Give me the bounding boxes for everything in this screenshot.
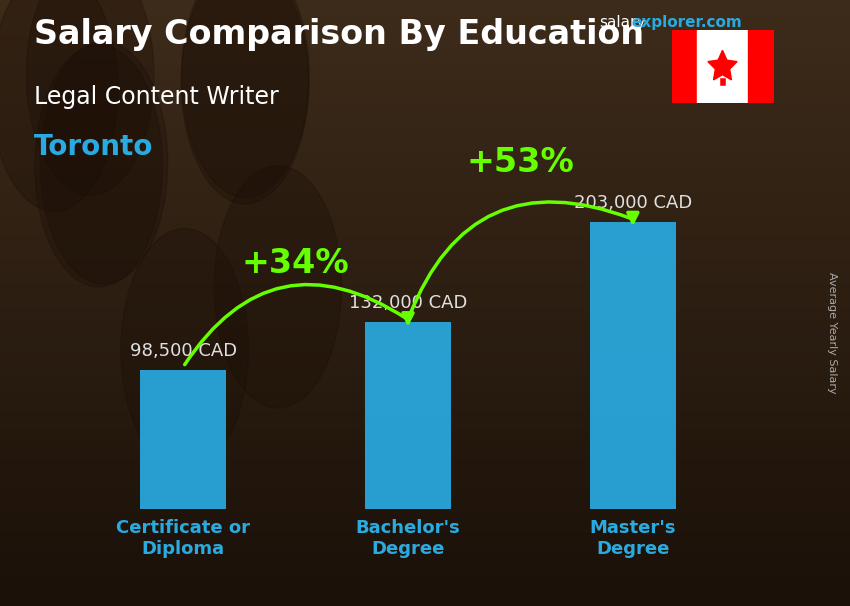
Text: Legal Content Writer: Legal Content Writer [34,85,279,109]
Bar [590,222,676,509]
Bar [366,322,450,509]
Text: Toronto: Toronto [34,133,153,161]
Text: Salary Comparison By Education: Salary Comparison By Education [34,18,644,51]
Text: 132,000 CAD: 132,000 CAD [348,295,468,313]
Text: 203,000 CAD: 203,000 CAD [574,194,692,212]
Bar [697,30,748,103]
Text: explorer.com: explorer.com [632,15,742,30]
Bar [748,30,774,103]
Text: +34%: +34% [241,247,349,279]
Polygon shape [708,50,737,80]
Text: Average Yearly Salary: Average Yearly Salary [827,273,837,394]
Text: +53%: +53% [467,146,575,179]
Bar [672,30,697,103]
Bar [140,370,226,509]
Text: 98,500 CAD: 98,500 CAD [129,342,236,360]
Text: salary: salary [599,15,646,30]
